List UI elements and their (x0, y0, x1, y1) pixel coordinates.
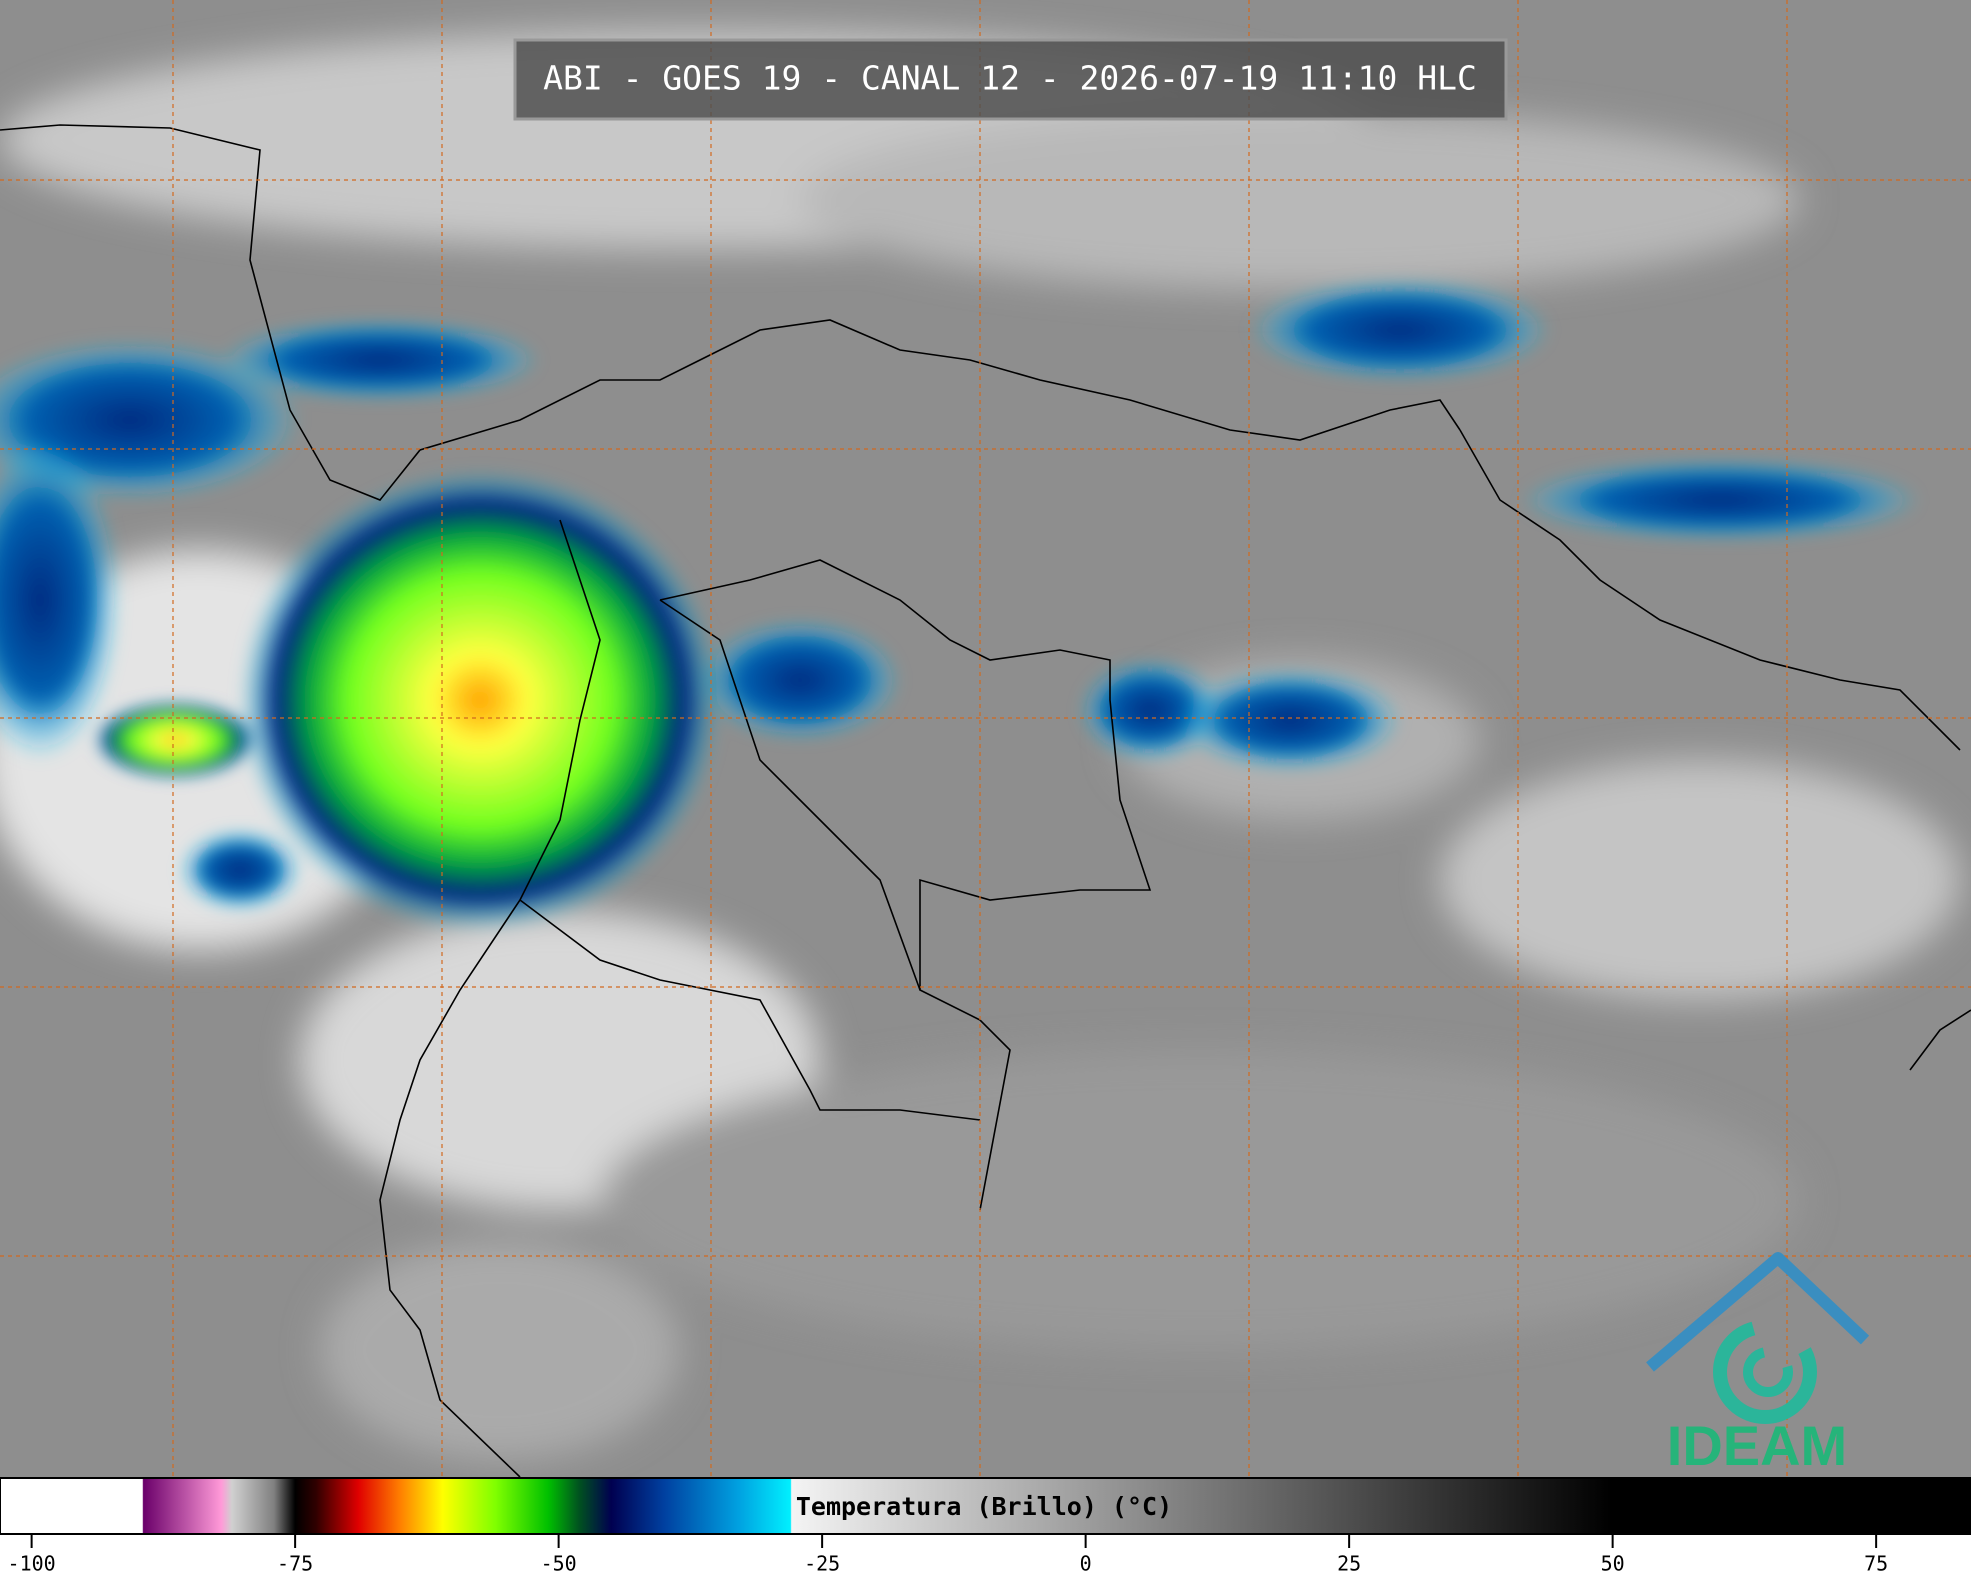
colorbar-tick-label: 75 (1864, 1552, 1888, 1576)
colorbar: Temperatura (Brillo) (°C) -100 -75 -50 -25 0… (0, 1477, 1971, 1577)
logo-text: IDEAM (1667, 1414, 1847, 1477)
clouds (0, 30, 1960, 1460)
convection (0, 280, 1920, 930)
graticule (0, 0, 1971, 1477)
colorbar-tick-label: -75 (277, 1552, 313, 1576)
colorbar-tick-label: 0 (1080, 1552, 1092, 1576)
logo: IDEAM (1646, 1252, 1870, 1477)
borders (0, 124, 1971, 1478)
colorbar-tick-label: 50 (1601, 1552, 1625, 1576)
map: ABI - GOES 19 - CANAL 12 - 2026-07-19 11… (0, 0, 1971, 1478)
title-box (513, 38, 1508, 121)
title: ABI - GOES 19 - CANAL 12 - 2026-07-19 11… (543, 59, 1477, 98)
colorbar-label: Temperatura (Brillo) (°C) (796, 1492, 1172, 1521)
colorbar-tick-label: 25 (1337, 1552, 1361, 1576)
colorbar-tick-label: -100 (8, 1552, 56, 1576)
colorbar-ramp (0, 1477, 1971, 1535)
colorbar-tick-label: -25 (804, 1552, 840, 1576)
colorbar-tick-label: -50 (541, 1552, 577, 1576)
